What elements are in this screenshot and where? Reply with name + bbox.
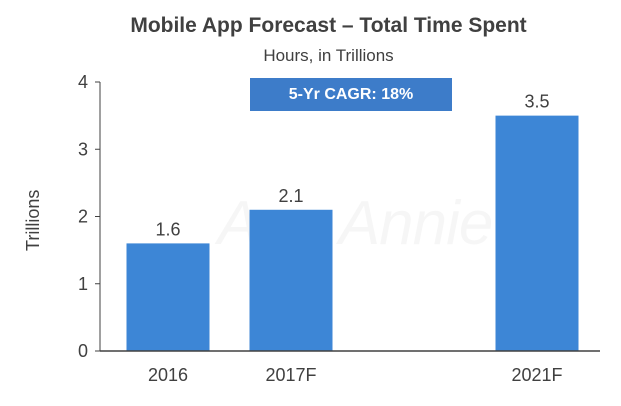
cagr-badge: 5-Yr CAGR: 18% (250, 78, 452, 111)
y-tick-label: 2 (78, 207, 88, 227)
y-tick-label: 0 (78, 341, 88, 361)
y-tick-label: 4 (78, 72, 88, 92)
bar-2016 (126, 243, 210, 351)
bar-2017f (249, 209, 333, 351)
chart-subtitle: Hours, in Trillions (263, 46, 394, 65)
data-label: 1.6 (155, 219, 180, 239)
x-tick-label: 2021F (511, 365, 562, 385)
y-tick-label: 3 (78, 139, 88, 159)
y-tick-label: 1 (78, 274, 88, 294)
bar-2021f (495, 115, 579, 351)
data-label: 3.5 (524, 92, 549, 112)
data-label: 2.1 (278, 186, 303, 206)
x-tick-label: 2017F (265, 365, 316, 385)
chart-title: Mobile App Forecast – Total Time Spent (130, 14, 527, 37)
x-tick-label: 2016 (148, 365, 188, 385)
